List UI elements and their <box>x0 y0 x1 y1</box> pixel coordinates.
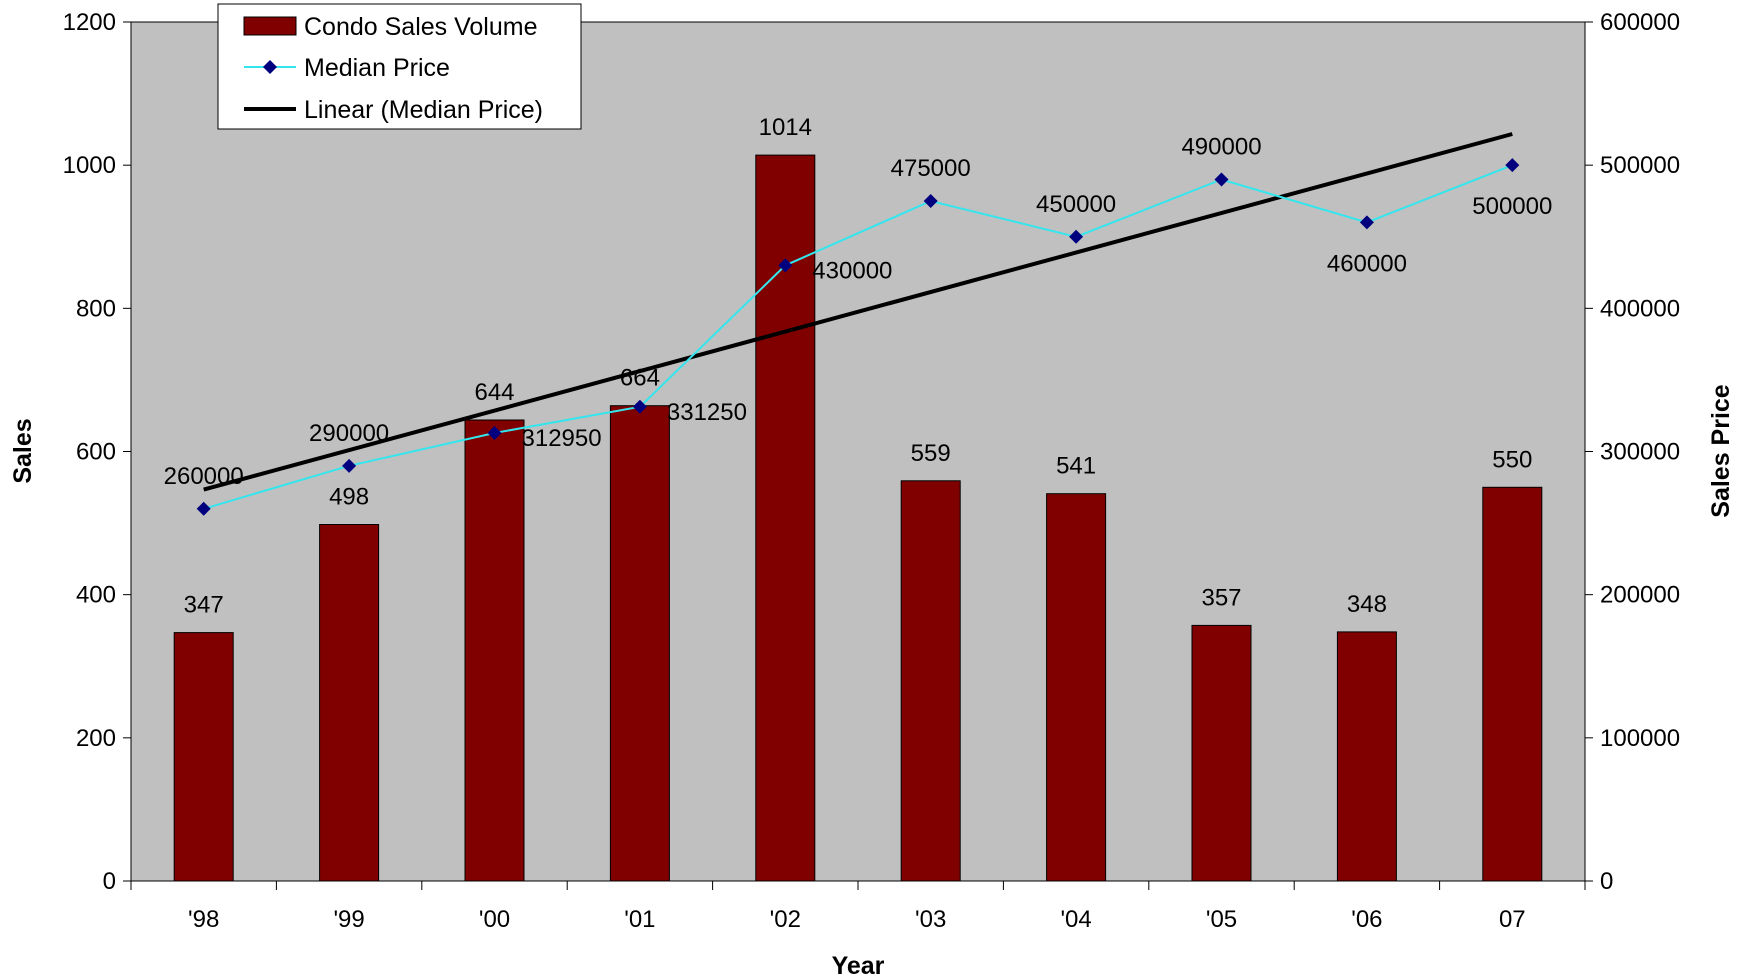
bar-6 <box>1046 493 1107 882</box>
y-left-tick-label-6: 1200 <box>63 9 116 36</box>
legend: Condo Sales Volume Median Price Linear (… <box>217 3 582 130</box>
y-left-tick-label-1: 200 <box>76 725 116 752</box>
median-price-point-1 <box>342 458 357 473</box>
bar-7 <box>1191 624 1252 882</box>
median-price-point-7 <box>1214 172 1229 187</box>
median-price-point-6 <box>1069 229 1084 244</box>
x-tick-label-7: '05 <box>1206 906 1237 933</box>
bar-series <box>173 154 1543 882</box>
data-labels: 347 498 644 664 1014 559 541 357 348 550 260000 290… <box>164 114 1553 618</box>
bar-4 <box>755 154 816 882</box>
trendline <box>203 132 1513 492</box>
x-axis-labels: '98 '99 '00 '01 '02 '03 '04 '05 '06 07 <box>188 906 1526 933</box>
y-axis-right: 0 100000 200000 300000 400000 500000 600000 <box>1584 9 1680 895</box>
median-price-point-8 <box>1359 215 1374 230</box>
y-right-tick-label-3: 300000 <box>1600 439 1680 466</box>
bar-1 <box>319 524 380 882</box>
bar-label-6: 541 <box>1056 453 1096 480</box>
x-tick-label-1: '99 <box>333 906 364 933</box>
y-axis-left-title: Sales <box>9 418 37 483</box>
median-price-point-0 <box>196 501 211 516</box>
y-axis-left: 0 200 400 600 800 1000 1200 <box>63 9 132 895</box>
x-tick-label-8: '06 <box>1351 906 1382 933</box>
bar-2 <box>464 419 525 882</box>
price-label-8: 460000 <box>1327 250 1407 277</box>
y-axis-right-title: Sales Price <box>1707 384 1735 518</box>
y-left-tick-label-0: 0 <box>103 868 116 895</box>
median-price-line <box>203 164 1513 510</box>
x-tick-label-5: '03 <box>915 906 946 933</box>
x-tick-label-6: '04 <box>1060 906 1091 933</box>
x-tick-label-9: 07 <box>1499 906 1526 933</box>
price-label-4: 430000 <box>812 257 892 284</box>
bar-label-8: 348 <box>1347 591 1387 618</box>
bar-5 <box>900 480 961 882</box>
legend-swatch-bar <box>243 16 297 36</box>
y-left-tick-label-3: 600 <box>76 439 116 466</box>
y-left-tick-label-5: 1000 <box>63 152 116 179</box>
x-tick-label-2: '00 <box>479 906 510 933</box>
median-price-point-2 <box>487 425 502 440</box>
price-label-6: 450000 <box>1036 191 1116 218</box>
y-left-tick-label-4: 800 <box>76 295 116 322</box>
price-label-3: 331250 <box>667 399 747 426</box>
legend-label-line: Median Price <box>304 54 450 82</box>
price-label-5: 475000 <box>891 155 971 182</box>
y-right-tick-label-5: 500000 <box>1600 152 1680 179</box>
bar-label-4: 1014 <box>759 114 812 141</box>
bar-3 <box>609 405 670 882</box>
median-price-point-9 <box>1505 158 1520 173</box>
bar-label-2: 644 <box>474 379 514 406</box>
median-price-point-5 <box>923 193 938 208</box>
median-price-point-4 <box>778 258 793 273</box>
x-axis-title: Year <box>832 952 885 976</box>
legend-label-trend: Linear (Median Price) <box>304 96 543 124</box>
bar-8 <box>1336 631 1397 882</box>
bar-label-1: 498 <box>329 484 369 511</box>
y-right-tick-label-2: 200000 <box>1600 582 1680 609</box>
line-series <box>196 158 1520 516</box>
x-axis-ticks <box>130 880 1586 890</box>
price-label-1: 290000 <box>309 420 389 447</box>
price-label-9: 500000 <box>1472 193 1552 220</box>
x-tick-label-4: '02 <box>770 906 801 933</box>
bar-label-5: 559 <box>911 440 951 467</box>
y-right-tick-label-6: 600000 <box>1600 9 1680 36</box>
price-label-2: 312950 <box>522 425 602 452</box>
y-right-tick-label-4: 400000 <box>1600 295 1680 322</box>
legend-label-bar: Condo Sales Volume <box>304 13 537 41</box>
bar-label-7: 357 <box>1201 584 1241 611</box>
x-tick-label-0: '98 <box>188 906 219 933</box>
y-right-tick-label-0: 0 <box>1600 868 1613 895</box>
y-left-tick-label-2: 400 <box>76 582 116 609</box>
price-label-0: 260000 <box>164 463 244 490</box>
bar-label-3: 664 <box>620 365 660 392</box>
bar-label-9: 550 <box>1492 446 1532 473</box>
x-tick-label-3: '01 <box>624 906 655 933</box>
y-right-tick-label-1: 100000 <box>1600 725 1680 752</box>
bar-9 <box>1482 486 1543 882</box>
bar-0 <box>173 632 234 882</box>
bar-label-0: 347 <box>184 592 224 619</box>
legend-marker-icon <box>263 60 277 74</box>
trendline-series <box>203 132 1513 492</box>
price-label-7: 490000 <box>1181 134 1261 161</box>
median-price-point-3 <box>632 399 647 414</box>
